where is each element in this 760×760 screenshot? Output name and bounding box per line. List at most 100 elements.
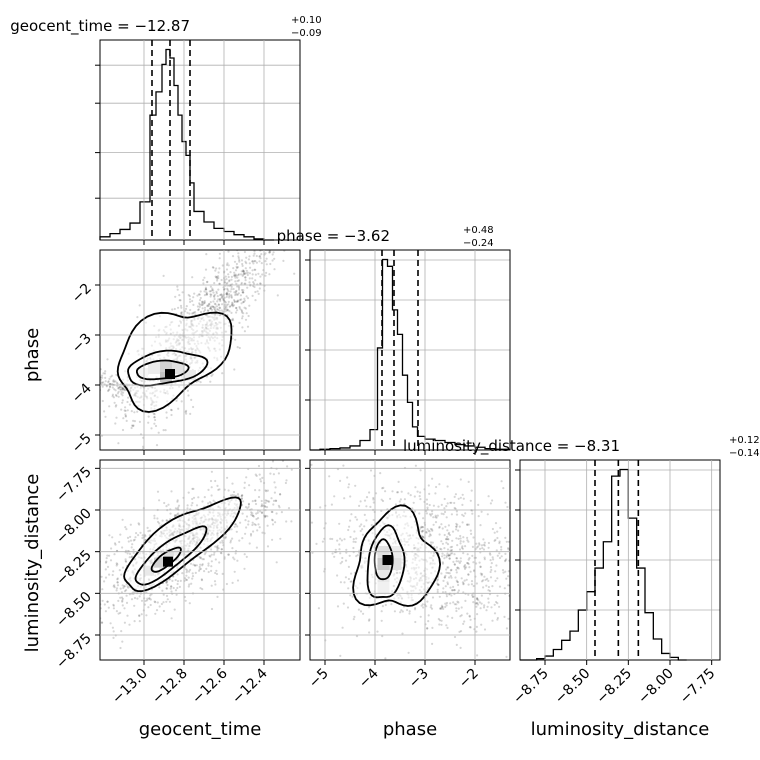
scatter-point xyxy=(218,267,221,270)
scatter-point xyxy=(248,281,251,284)
scatter-point xyxy=(257,272,260,275)
scatter-point xyxy=(221,303,224,306)
scatter-point xyxy=(505,577,508,580)
scatter-point xyxy=(228,310,231,313)
scatter-point xyxy=(224,536,227,539)
histogram-step-geocent_time xyxy=(99,48,274,241)
scatter-point xyxy=(236,559,239,562)
scatter-point xyxy=(174,295,177,298)
scatter-point xyxy=(493,531,496,534)
scatter-point xyxy=(224,307,227,310)
scatter-point xyxy=(254,523,257,527)
scatter-point xyxy=(188,583,191,586)
scatter-point xyxy=(483,541,486,544)
scatter-point xyxy=(210,560,213,563)
scatter-point xyxy=(269,237,271,239)
x-tick-label: −5 xyxy=(306,666,332,692)
scatter-point xyxy=(518,621,520,623)
scatter-point xyxy=(204,268,208,271)
scatter-point xyxy=(169,587,172,590)
scatter-point xyxy=(457,560,460,563)
scatter-point xyxy=(272,473,275,476)
scatter-point xyxy=(123,387,126,391)
title-geocent-time-main: geocent_time = −12.87 xyxy=(10,17,190,36)
scatter-point xyxy=(441,606,444,609)
scatter-point xyxy=(234,269,238,272)
scatter-point xyxy=(215,572,219,576)
scatter-point xyxy=(81,619,83,621)
scatter-point xyxy=(262,236,264,238)
scatter-point xyxy=(479,572,482,575)
scatter-point xyxy=(459,478,462,481)
scatter-point xyxy=(138,304,141,307)
scatter-point xyxy=(322,499,324,501)
scatter-point xyxy=(246,325,250,328)
scatter-point xyxy=(487,495,490,498)
scatter-point xyxy=(213,308,217,311)
scatter-point xyxy=(459,534,462,538)
scatter-point xyxy=(239,521,242,524)
scatter-point xyxy=(444,574,447,577)
scatter-point xyxy=(354,484,357,487)
scatter-point xyxy=(355,635,359,638)
scatter-point xyxy=(243,272,246,275)
scatter-point xyxy=(206,304,209,307)
scatter-point xyxy=(180,311,183,314)
scatter-point xyxy=(463,579,466,582)
scatter-point xyxy=(132,539,135,542)
x-axis-label-geocent-time: geocent_time xyxy=(139,719,262,740)
scatter-point xyxy=(275,561,278,564)
scatter-point xyxy=(334,548,337,551)
scatter-point xyxy=(88,613,90,615)
scatter-point xyxy=(454,493,457,496)
scatter-point xyxy=(216,484,219,487)
scatter-point xyxy=(191,575,195,578)
scatter-point xyxy=(239,237,241,239)
scatter-point xyxy=(176,288,179,291)
scatter-point xyxy=(347,483,351,486)
scatter-point xyxy=(397,480,400,483)
scatter-point xyxy=(130,555,134,558)
scatter-point xyxy=(216,279,219,282)
scatter-point xyxy=(94,386,96,388)
scatter-point xyxy=(165,594,169,598)
scatter-point xyxy=(529,538,531,540)
scatter-point xyxy=(251,260,254,263)
scatter-point xyxy=(110,547,113,550)
scatter-point xyxy=(154,424,158,428)
scatter-point xyxy=(274,499,277,502)
panel-frame xyxy=(309,249,511,451)
scatter-point xyxy=(412,501,415,504)
scatter-point xyxy=(191,312,194,315)
scatter-point xyxy=(339,562,342,565)
scatter-point xyxy=(220,552,223,555)
scatter-point xyxy=(276,247,278,249)
scatter-point xyxy=(177,512,180,515)
scatter-point xyxy=(261,244,263,246)
panel-frame xyxy=(99,459,301,661)
scatter-point xyxy=(209,301,212,304)
scatter-point xyxy=(112,603,115,606)
scatter-point xyxy=(455,609,458,613)
scatter-point xyxy=(264,505,267,508)
scatter-point xyxy=(172,575,175,578)
scatter-point xyxy=(381,499,385,503)
scatter-point xyxy=(280,218,282,220)
scatter-point xyxy=(78,577,80,579)
scatter-point xyxy=(265,490,268,493)
scatter-point xyxy=(427,614,430,617)
scatter-point xyxy=(338,522,341,525)
scatter-point xyxy=(469,626,472,629)
scatter-point xyxy=(93,588,95,590)
scatter-point xyxy=(477,515,480,518)
scatter-point xyxy=(208,307,212,310)
scatter-point xyxy=(126,536,130,540)
scatter-point xyxy=(466,539,469,542)
scatter-point xyxy=(203,570,206,573)
scatter-point xyxy=(358,504,361,507)
scatter-point xyxy=(148,597,151,600)
scatter-point xyxy=(446,485,449,488)
scatter-point xyxy=(230,275,233,278)
scatter-point xyxy=(464,512,467,515)
scatter-point xyxy=(140,599,144,602)
